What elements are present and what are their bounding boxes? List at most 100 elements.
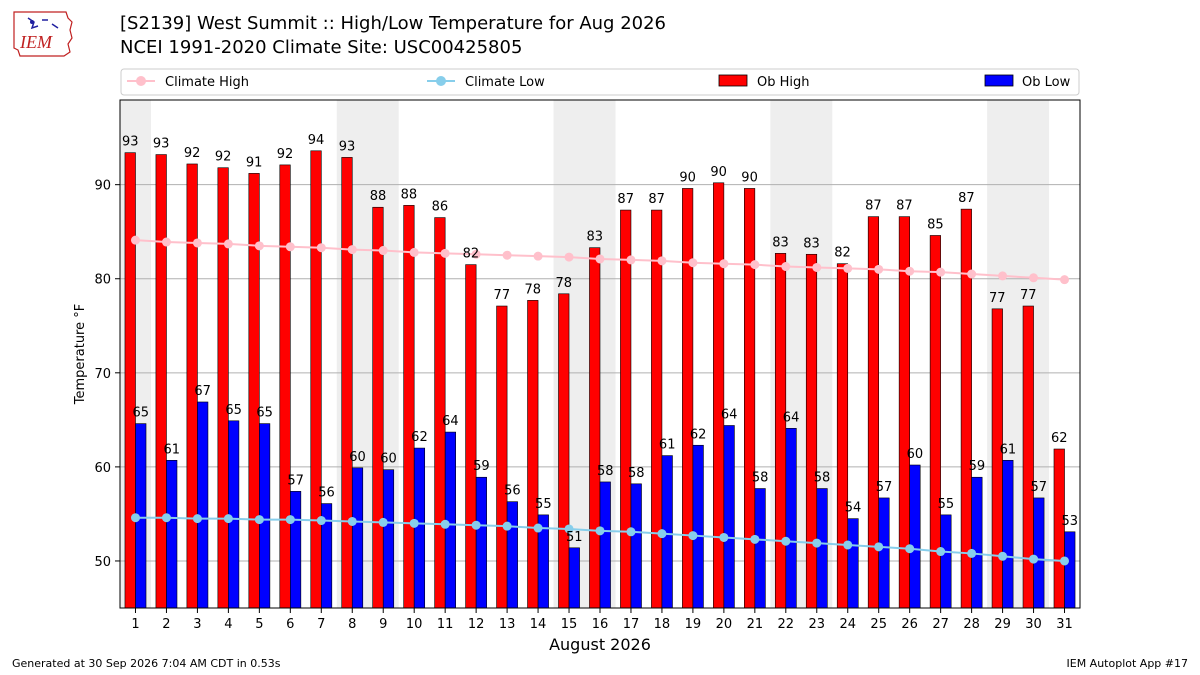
x-tick-label: 3 <box>193 617 201 632</box>
ob-low-bar <box>878 497 890 609</box>
ob-low-label: 60 <box>349 450 366 465</box>
climate-low-point <box>502 521 512 531</box>
climate-high-point <box>254 241 264 251</box>
climate-low-point <box>409 518 419 528</box>
ob-high-label: 87 <box>648 192 665 207</box>
ob-high-label: 87 <box>865 199 882 214</box>
ob-low-bar <box>692 444 704 609</box>
ob-low-label: 57 <box>1031 480 1048 495</box>
ob-high-bar <box>372 206 384 609</box>
ob-low-label: 64 <box>442 414 459 429</box>
ob-low-bar <box>228 420 240 609</box>
climate-low-point <box>812 538 822 548</box>
climate-low-point <box>471 520 481 530</box>
ob-low-bar <box>940 514 952 609</box>
title-line-2: NCEI 1991-2020 Climate Site: USC00425805 <box>120 37 523 58</box>
climate-lines <box>130 235 1070 566</box>
x-tick-label: 25 <box>870 617 887 632</box>
ob-high-bar <box>217 167 229 609</box>
legend-ob-low-label: Ob Low <box>1022 75 1071 90</box>
legend-ob-high-label: Ob High <box>757 75 810 90</box>
legend-ob-low-swatch <box>984 74 1014 87</box>
ob-low-label: 64 <box>783 410 800 425</box>
ob-high-label: 87 <box>958 191 975 206</box>
x-tick-label: 19 <box>685 617 702 632</box>
climate-high-point <box>626 255 636 265</box>
ob-high-bar <box>991 308 1003 609</box>
ob-low-label: 65 <box>225 403 242 418</box>
x-tick-label: 24 <box>839 617 856 632</box>
climate-low-point <box>595 526 605 536</box>
x-axis-label: August 2026 <box>549 635 651 654</box>
climate-low-point <box>130 513 140 523</box>
ob-low-label: 59 <box>969 459 986 474</box>
ob-high-bar <box>960 208 972 609</box>
climate-high-point <box>657 256 667 266</box>
ob-high-label: 82 <box>834 246 851 261</box>
ob-high-bar <box>155 154 167 609</box>
ob-high-label: 90 <box>741 170 758 185</box>
ob-high-label: 88 <box>370 189 387 204</box>
ob-high-label: 83 <box>772 235 789 250</box>
ob-low-bar <box>754 488 766 609</box>
ob-low-label: 60 <box>380 452 397 467</box>
climate-high-point <box>471 249 481 259</box>
ob-low-label: 56 <box>318 486 335 501</box>
ob-high-bar <box>682 188 694 609</box>
chart-title: [S2139] West Summit :: High/Low Temperat… <box>120 12 666 60</box>
ob-low-bar <box>506 501 518 609</box>
ob-high-label: 86 <box>432 200 449 215</box>
climate-low-point <box>378 517 388 527</box>
y-tick-label: 90 <box>94 179 111 194</box>
x-tick-label: 12 <box>468 617 485 632</box>
ob-low-bar <box>630 483 642 609</box>
ob-low-label: 59 <box>473 459 490 474</box>
ob-low-label: 61 <box>1000 442 1017 457</box>
climate-low-point <box>533 523 543 533</box>
climate-low-point <box>1060 556 1070 566</box>
climate-high-point <box>1029 273 1039 283</box>
ob-high-label: 87 <box>617 192 634 207</box>
ob-low-label: 64 <box>721 407 738 422</box>
x-tick-label: 10 <box>406 617 423 632</box>
ob-high-label: 87 <box>896 199 913 214</box>
x-tick-label: 4 <box>224 617 232 632</box>
x-tick-label: 13 <box>499 617 516 632</box>
climate-high-point <box>874 264 884 274</box>
ob-high-label: 62 <box>1051 431 1068 446</box>
x-tick-label: 22 <box>778 617 795 632</box>
legend-climate-high-label: Climate High <box>165 75 249 90</box>
ob-high-bar <box>805 253 818 609</box>
x-tick-label: 16 <box>592 617 609 632</box>
climate-low-point <box>440 519 450 529</box>
climate-high-point <box>750 260 760 270</box>
climate-low-point <box>688 531 698 541</box>
ob-high-label: 93 <box>153 137 170 152</box>
ob-low-label: 58 <box>752 471 769 486</box>
ob-high-label: 78 <box>525 282 542 297</box>
legend-climate-low-label: Climate Low <box>465 75 545 90</box>
climate-high-point <box>812 262 822 272</box>
climate-low-point <box>316 516 326 526</box>
ob-high-label: 92 <box>277 147 294 162</box>
ob-low-bar <box>290 491 302 609</box>
generated-note: Generated at 30 Sep 2026 7:04 AM CDT in … <box>12 657 281 670</box>
ob-low-label: 67 <box>194 384 211 399</box>
ob-low-bar <box>816 488 828 609</box>
ob-low-bar <box>1002 460 1014 609</box>
x-tick-label: 23 <box>809 617 826 632</box>
ob-high-bar <box>651 209 663 609</box>
x-tick-label: 7 <box>317 617 325 632</box>
x-tick-label: 20 <box>716 617 733 632</box>
ob-low-bar <box>1033 497 1045 609</box>
climate-low-point <box>223 514 233 524</box>
x-tick-label: 27 <box>932 617 949 632</box>
x-tick-label: 18 <box>654 617 671 632</box>
ob-high-label: 83 <box>586 230 603 245</box>
climate-low-point <box>781 536 791 546</box>
climate-high-point <box>409 247 419 257</box>
climate-high-point <box>719 259 729 269</box>
ob-high-label: 93 <box>122 135 139 150</box>
x-tick-label: 6 <box>286 617 294 632</box>
ob-high-bar <box>248 173 260 609</box>
